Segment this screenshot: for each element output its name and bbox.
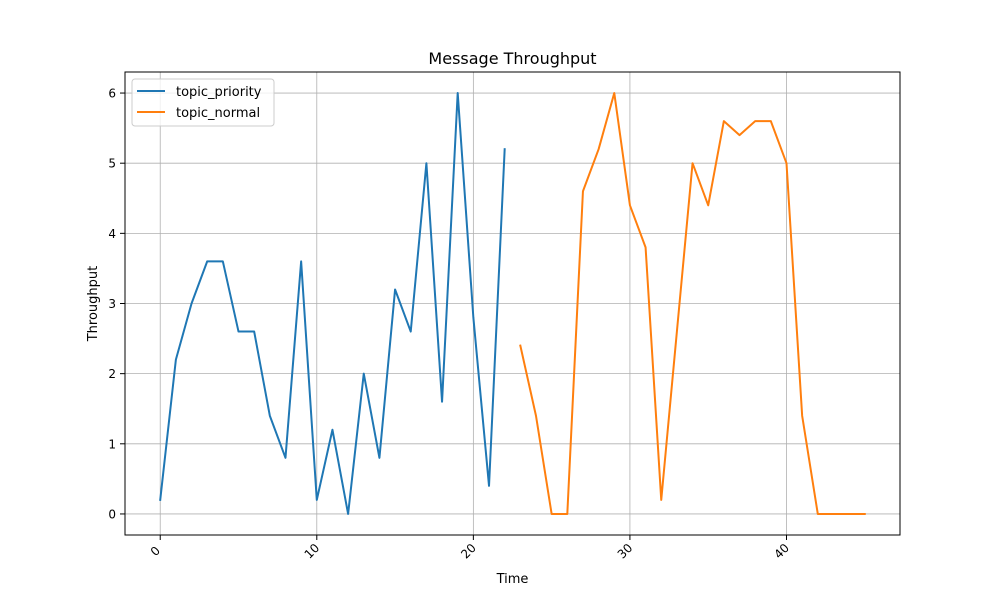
series-line-topic-priority bbox=[159, 92, 506, 515]
legend: topic_priority topic_normal bbox=[131, 78, 275, 127]
series-layer bbox=[159, 92, 866, 515]
y-tick-label: 0 bbox=[108, 507, 116, 521]
y-tick-label: 6 bbox=[108, 87, 116, 101]
legend-label-topic-priority: topic_priority bbox=[176, 85, 262, 100]
legend-label-topic-normal: topic_normal bbox=[176, 106, 260, 121]
series-line-topic-normal bbox=[519, 92, 866, 515]
chart-title: Message Throughput bbox=[428, 49, 596, 68]
y-axis-ticks: 0 1 2 3 4 5 6 bbox=[108, 87, 125, 521]
y-tick-label: 5 bbox=[108, 157, 116, 171]
y-tick-label: 4 bbox=[108, 227, 116, 241]
y-tick-label: 3 bbox=[108, 297, 116, 311]
y-axis-label: Throughput bbox=[86, 266, 101, 343]
x-axis-label: Time bbox=[496, 572, 529, 587]
y-tick-label: 2 bbox=[108, 367, 116, 381]
y-tick-label: 1 bbox=[108, 437, 116, 451]
legend-box bbox=[131, 78, 275, 127]
